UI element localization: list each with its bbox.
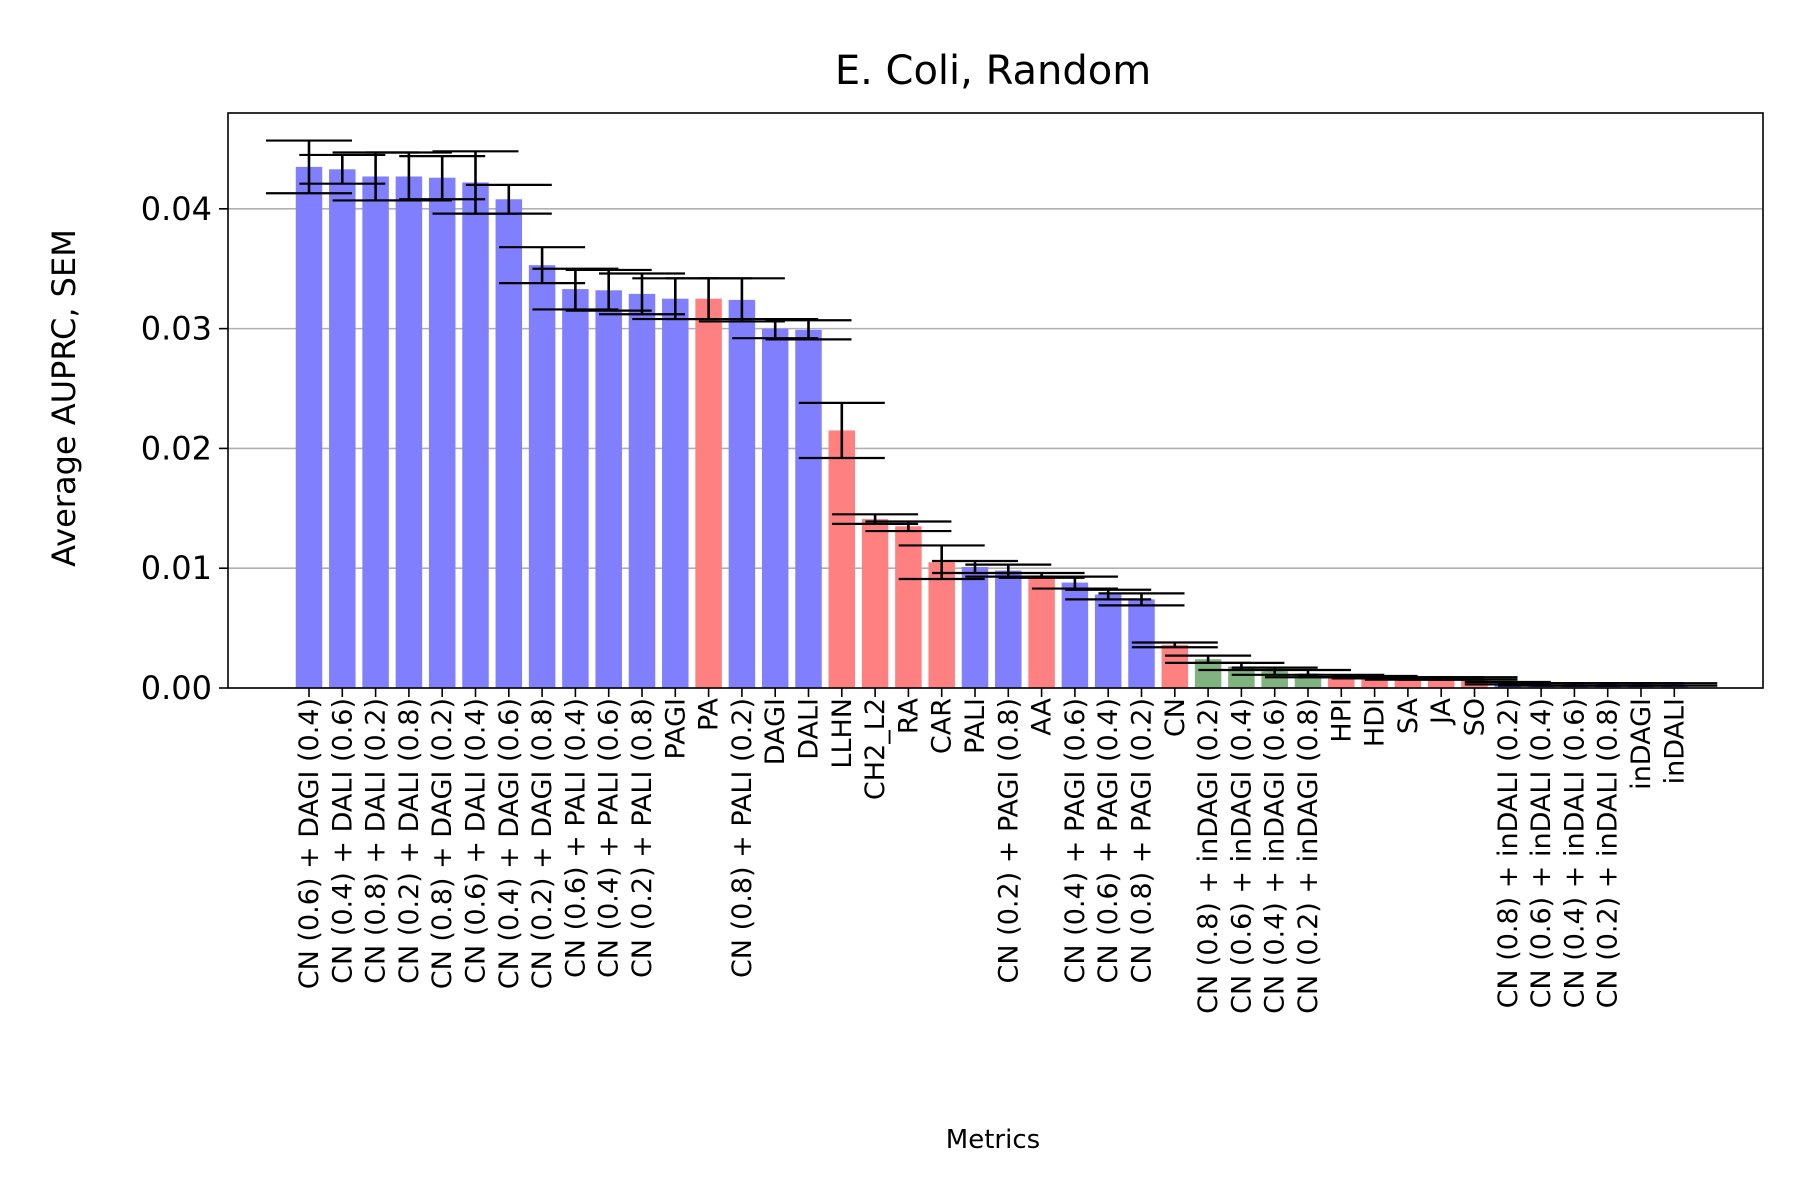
plot-frame [227,112,1764,689]
x-tick-label: CN (0.4) + inDAGI (0.6) [1260,698,1291,1014]
x-tick-label: CN (0.4) + DALI (0.6) [327,698,358,984]
bar [895,526,922,688]
bar [662,298,689,688]
bar [828,430,856,688]
bar [961,567,989,688]
bar [628,293,656,688]
x-tick-label: CN (0.2) + PAGI (0.8) [993,698,1024,983]
x-tick-label: CN (0.4) + inDALI (0.6) [1559,698,1590,1008]
x-tick-label: CN (0.4) + PALI (0.6) [594,698,625,978]
bar [1094,594,1122,688]
y-axis-label: Average AUPRC, SEM [45,229,83,567]
y-tick-label: 0.00 [141,669,212,707]
x-tick-label: SA [1393,697,1424,734]
bar [861,519,889,688]
x-tick-label: SO [1460,698,1491,736]
bar [995,570,1022,688]
x-tick-label: CN (0.8) + inDAGI (0.2) [1193,698,1224,1014]
bar [1427,678,1455,688]
bar [495,199,523,688]
bar [1128,599,1155,688]
x-tick-label: CN (0.8) + inDALI (0.2) [1493,698,1524,1008]
y-axis-ticks: 0.00 0.01 0.02 0.03 0.04 [141,190,228,707]
x-tick-label: CN (0.6) + DALI (0.4) [461,698,492,984]
y-tick-label: 0.02 [141,429,212,467]
bar [695,298,722,688]
bars [295,166,1688,689]
x-tick-label: PA [694,697,725,731]
x-tick-label: CN (0.2) + DAGI (0.8) [527,698,558,989]
x-tick-label: CN (0.2) + inDALI (0.8) [1593,698,1624,1008]
x-tick-label: CN (0.4) + PAGI (0.6) [1060,698,1091,983]
bar [1361,677,1388,688]
x-tick-label: CN (0.8) + PALI (0.2) [727,698,758,978]
bar [562,289,589,688]
bar [1394,678,1422,688]
bar [761,328,789,688]
x-tick-label: CN (0.2) + PALI (0.8) [627,698,658,978]
x-tick-label: DALI [794,698,825,760]
x-tick-label: CN (0.6) + inDALI (0.4) [1526,698,1557,1008]
x-tick-label: CN (0.8) + PAGI (0.2) [1127,698,1158,983]
x-tick-label: CN (0.8) + DALI (0.2) [361,698,392,984]
bar [1461,678,1488,688]
bar [928,562,955,688]
x-axis-label: Metrics [946,1125,1040,1155]
x-tick-label: PAGI [660,698,691,759]
x-tick-label: HPI [1326,698,1357,743]
x-tick-label: CN [1160,698,1191,737]
bar [428,177,456,688]
x-tick-label: CN (0.8) + DAGI (0.2) [427,698,458,989]
bar [362,176,389,689]
y-tick-label: 0.04 [141,190,212,228]
x-axis-ticks: CN (0.6) + DAGI (0.4) CN (0.4) + DALI (0.… [294,688,1690,1014]
x-tick-label: PALI [960,698,991,754]
x-tick-label: inDAGI [1626,698,1657,790]
bar [728,299,756,688]
chart-title: E. Coli, Random [835,48,1151,94]
x-tick-label: CN (0.4) + DAGI (0.6) [494,698,525,989]
bar [295,166,323,688]
bar [1028,575,1055,688]
bar [329,169,356,689]
x-tick-label: inDALI [1659,698,1690,784]
bar [462,182,489,688]
x-tick-label: CN (0.6) + PALI (0.4) [560,698,591,978]
bar [1161,644,1189,688]
x-tick-label: CN (0.6) + DAGI (0.4) [294,698,325,989]
bar [1328,676,1355,688]
x-tick-label: CH2_L2 [860,698,891,800]
bar [395,176,423,689]
x-tick-label: CN (0.6) + inDAGI (0.4) [1226,698,1257,1014]
bar [528,265,556,688]
x-tick-label: HDI [1360,698,1391,747]
x-tick-label: CN (0.6) + PAGI (0.4) [1093,698,1124,983]
x-tick-label: CN (0.2) + DALI (0.8) [394,698,425,984]
bar [1228,666,1255,688]
y-tick-label: 0.03 [141,310,212,348]
y-tick-label: 0.01 [141,549,212,587]
error-bars [266,139,1718,687]
x-tick-label: DAGI [760,698,791,765]
x-tick-label: JA [1426,697,1457,725]
bar [795,329,822,688]
x-tick-label: LLHN [827,698,858,769]
x-tick-label: AA [1027,697,1058,735]
x-tick-label: RA [893,697,924,734]
bar [595,290,622,688]
bar [1194,659,1222,688]
x-tick-label: CAR [927,698,958,754]
x-tick-label: CN (0.2) + inDAGI (0.8) [1293,698,1324,1014]
